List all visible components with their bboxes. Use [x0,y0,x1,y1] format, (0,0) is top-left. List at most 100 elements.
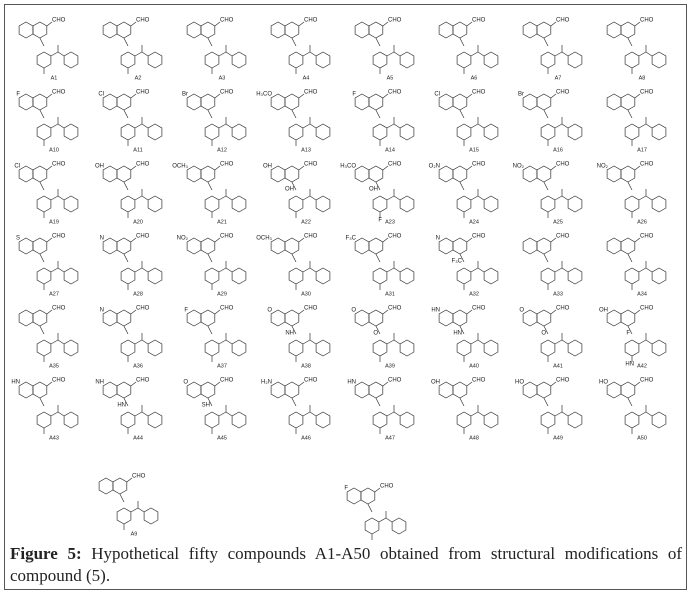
substituent-label: F [352,92,356,98]
ring [36,51,52,69]
ring [522,309,538,327]
substituent-label: OH [285,187,294,193]
ring [651,195,667,213]
bond [134,411,143,417]
bond [634,21,641,27]
ring [270,381,286,399]
substituent-label: NH [95,380,104,386]
ring [288,411,304,429]
ring [391,517,407,535]
ring [32,165,48,183]
compound: CHO OCH₃ A30 [256,234,331,297]
aldehyde-label: CHO [220,306,234,312]
compound: CHO HO A50 [599,378,667,441]
compound-label: A29 [217,291,227,297]
compound: CHO Cl A11 [98,90,163,153]
ring [536,93,552,111]
ring [372,123,388,141]
compound-label: A14 [385,147,395,153]
bond [375,37,381,47]
bond [627,181,633,191]
bond [627,37,633,47]
ring [270,93,286,111]
ring [438,237,454,255]
bond [134,339,143,345]
aldehyde-label: CHO [136,90,150,96]
ring [200,93,216,111]
substituent-label: N [100,236,104,242]
ring [372,411,388,429]
compound: CHO HN HN A40 [431,306,499,369]
compound-label: A28 [133,291,143,297]
compound-label: A1 [51,75,58,81]
substituent-label: HO [515,380,524,386]
substituent-label: F [16,92,20,98]
bond [543,109,549,119]
substituent-label: H₂N [261,380,272,386]
bond [550,93,557,99]
ring [231,123,247,141]
ring [116,309,132,327]
ring [18,237,34,255]
bond [123,109,129,119]
ring [116,93,132,111]
bond [130,21,137,27]
ring [102,309,118,327]
substituent-label: OH [263,164,272,170]
compound-label: A19 [49,219,59,225]
bond [374,487,381,493]
bond [638,339,647,345]
ring [120,339,136,357]
ring [186,237,202,255]
bond [214,165,221,171]
ring [483,51,499,69]
compound: CHO O O A41 [519,306,583,369]
ring [200,309,216,327]
bond [470,123,479,129]
bond [46,165,53,171]
ring [606,21,622,39]
aldehyde-label: CHO [640,90,654,96]
compound: CHO A3 [186,18,247,81]
bond [470,195,479,201]
compound: CHO Cl A15 [434,90,499,153]
ring [204,51,220,69]
ring [354,309,370,327]
ring [567,339,583,357]
ring [606,237,622,255]
compound: CHO HO A49 [515,378,583,441]
bond [470,267,479,273]
bond [134,267,143,273]
bond [214,309,221,315]
compound-label: A47 [385,435,395,441]
substituent-label: N [100,308,104,314]
aldehyde-label: CHO [304,90,318,96]
compound-label: A15 [469,147,479,153]
bond [561,195,569,201]
compound: CHO A8 [606,18,667,81]
bond [470,339,479,345]
aldehyde-label: CHO [556,162,570,168]
bond [123,37,129,47]
ring [399,267,415,285]
aldehyde-label: CHO [388,90,402,96]
compound: CHO O O A39 [351,306,415,369]
bond [57,195,65,201]
bond [543,253,549,263]
aldehyde-label: CHO [136,378,150,384]
ring [651,339,667,357]
bond [386,411,395,417]
aldehyde-label: CHO [304,378,318,384]
substituent-label: HN [117,403,126,409]
compound: CHO OH OH A22 [263,162,331,225]
aldehyde-label: CHO [472,18,486,24]
substituent-label: Cl [434,92,440,98]
bond [57,51,65,57]
ring [624,411,640,429]
compound: CHO N A36 [100,306,163,369]
ring [18,309,34,327]
bond [627,397,633,407]
aldehyde-label: CHO [136,18,150,24]
bond [298,237,305,243]
ring [540,267,556,285]
